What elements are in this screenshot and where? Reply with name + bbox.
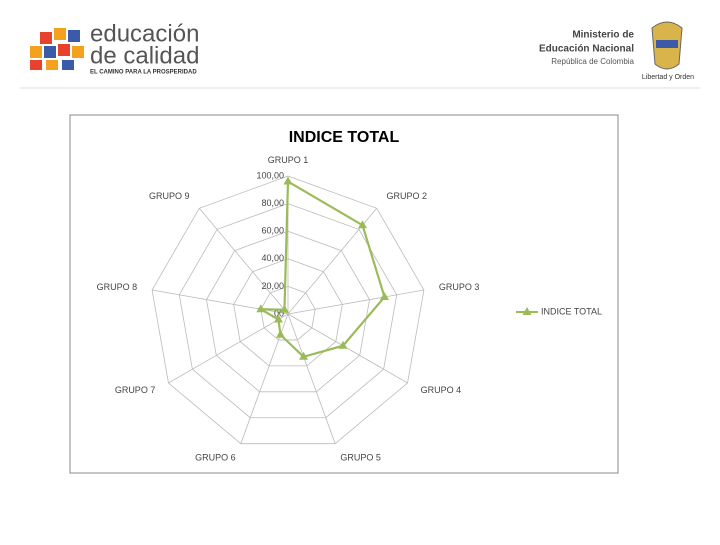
- cube: [44, 46, 56, 58]
- tick-label: ,00: [271, 308, 284, 318]
- legend-marker: [522, 307, 532, 315]
- series-line: [256, 179, 386, 359]
- marker: [275, 329, 285, 338]
- ministry-text: Ministerio de: [572, 30, 634, 41]
- chart-title: INDICE TOTAL: [289, 129, 400, 146]
- spoke: [287, 289, 424, 315]
- ministry-text: Educación Nacional: [539, 44, 634, 55]
- grid-ring: [178, 203, 398, 419]
- axis-label: GRUPO 4: [421, 385, 462, 395]
- logo-text: de calidad: [90, 42, 199, 69]
- marker: [273, 314, 283, 323]
- tick-label: 100,00: [256, 170, 284, 180]
- cube: [46, 60, 58, 70]
- tick-label: 60,00: [261, 226, 284, 236]
- axis-label: GRUPO 8: [97, 282, 138, 292]
- cube: [68, 30, 80, 42]
- tick-label: 80,00: [261, 198, 284, 208]
- marker: [358, 220, 368, 229]
- grid-ring: [206, 230, 370, 393]
- motto: Libertad y Orden: [642, 74, 694, 81]
- axis-label: GRUPO 3: [439, 282, 480, 292]
- spoke: [168, 313, 289, 384]
- legend-label: INDICE TOTAL: [541, 306, 602, 316]
- grid-ring: [260, 285, 316, 341]
- axis-label: GRUPO 1: [268, 155, 309, 165]
- marker: [379, 291, 389, 300]
- coat-of-arms: [651, 21, 683, 70]
- logo-cubes: [30, 28, 84, 70]
- marker: [283, 176, 293, 185]
- marker: [279, 304, 289, 313]
- tick-label: 40,00: [261, 253, 284, 263]
- axis-label: GRUPO 9: [149, 191, 190, 201]
- marker: [256, 304, 266, 313]
- spoke: [198, 208, 289, 315]
- cube: [62, 60, 74, 70]
- marker: [299, 351, 309, 360]
- spoke: [287, 313, 336, 444]
- marker: [338, 340, 348, 349]
- cube: [40, 32, 52, 44]
- cube: [72, 46, 84, 58]
- axis-label: GRUPO 2: [386, 191, 427, 201]
- axis-label: GRUPO 6: [195, 452, 236, 462]
- spoke: [287, 313, 408, 384]
- cube: [30, 60, 42, 70]
- shield-band: [656, 40, 678, 48]
- tick-label: 20,00: [261, 281, 284, 291]
- chart-frame: [69, 114, 619, 474]
- logo-text: educación: [90, 20, 199, 47]
- axis-label: GRUPO 5: [340, 452, 381, 462]
- grid-ring: [151, 175, 425, 445]
- cube: [54, 28, 66, 40]
- grid-ring: [233, 258, 343, 367]
- cube: [58, 44, 70, 56]
- ministry-text: República de Colombia: [551, 57, 634, 66]
- axis-label: GRUPO 7: [115, 385, 156, 395]
- logo-tagline: EL CAMINO PARA LA PROSPERIDAD: [90, 70, 197, 76]
- cube: [30, 46, 42, 58]
